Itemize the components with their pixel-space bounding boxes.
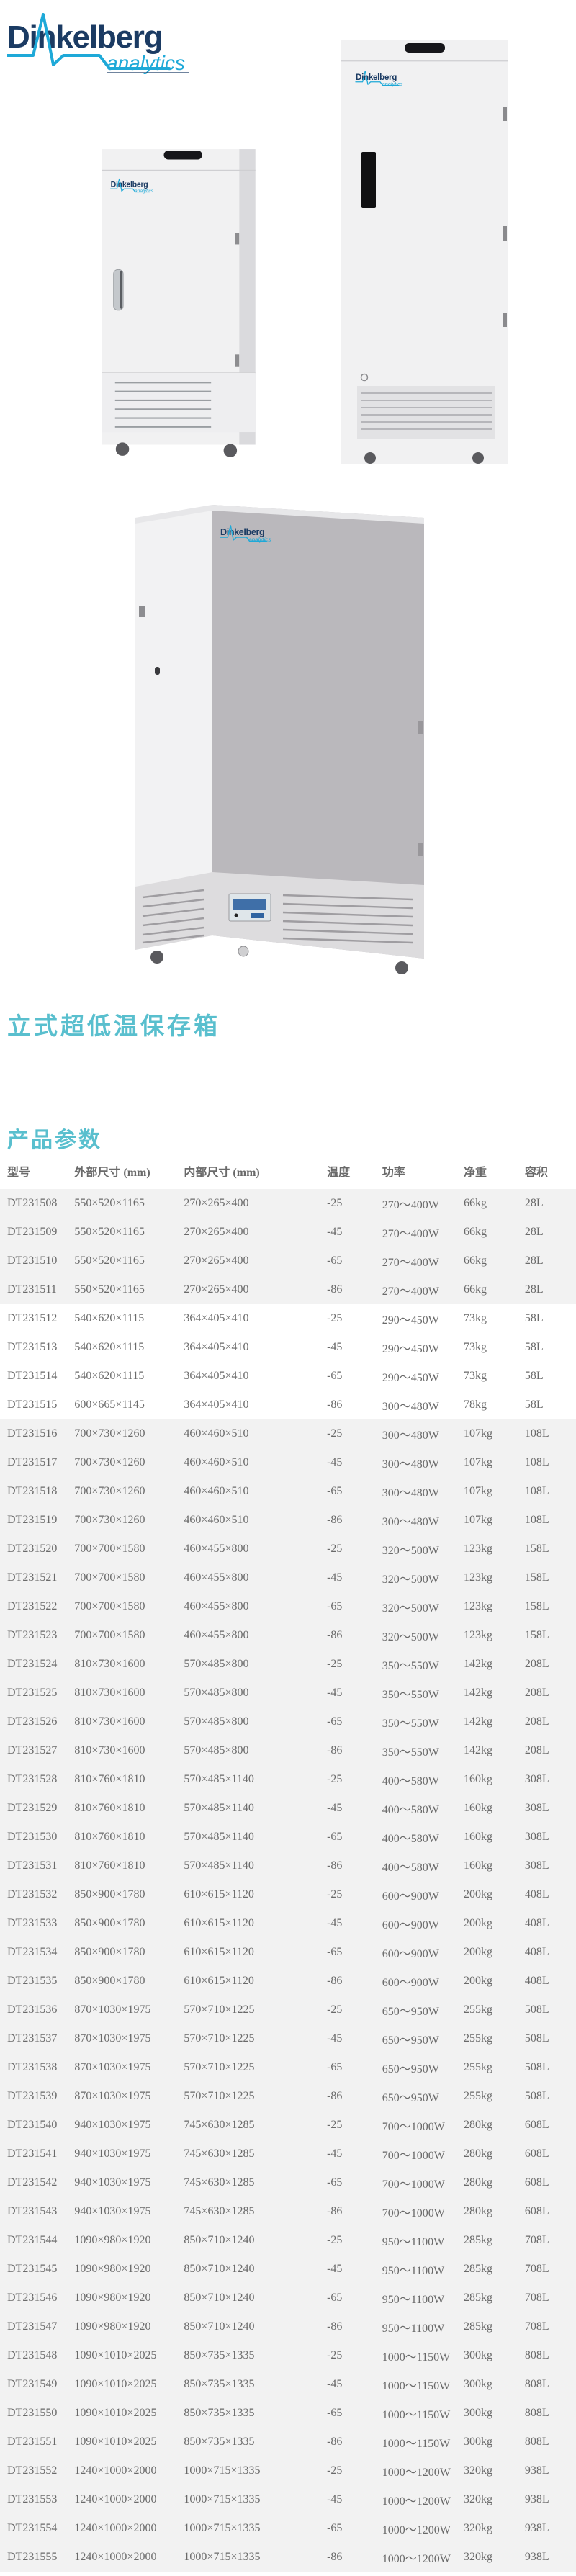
svg-text:Dinkelberg: Dinkelberg — [7, 19, 162, 55]
svg-text:analytics: analytics — [107, 52, 185, 74]
svg-text:Dinkelberg: Dinkelberg — [220, 527, 264, 537]
svg-text:analytics: analytics — [135, 189, 154, 194]
svg-text:analytics: analytics — [382, 81, 403, 87]
svg-text:Dinkelberg: Dinkelberg — [111, 181, 148, 189]
svg-text:analytics: analytics — [248, 537, 271, 543]
